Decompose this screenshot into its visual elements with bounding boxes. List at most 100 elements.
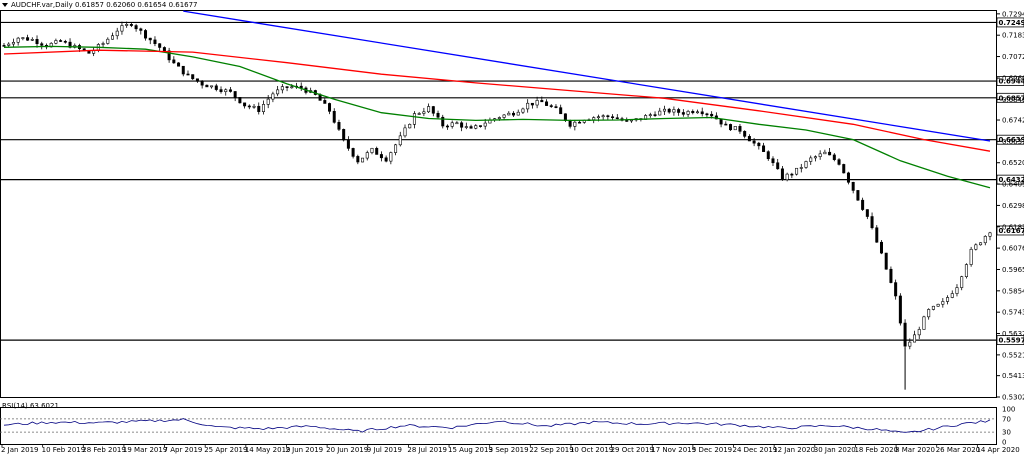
time-tick-label: 7 Apr 2019 bbox=[164, 446, 203, 454]
price-candle bbox=[379, 151, 383, 162]
price-candle bbox=[578, 120, 582, 124]
price-candle bbox=[809, 155, 813, 165]
price-candle bbox=[252, 104, 256, 109]
price-candle bbox=[526, 99, 530, 113]
candle-body bbox=[247, 105, 251, 108]
candle-body bbox=[946, 297, 950, 302]
candle-body bbox=[417, 113, 421, 115]
candle-body bbox=[950, 293, 954, 298]
candle-body bbox=[195, 78, 199, 82]
price-candle bbox=[365, 150, 369, 161]
candle-body bbox=[979, 242, 983, 246]
current-price-box bbox=[996, 225, 1024, 236]
price-candle bbox=[247, 104, 251, 110]
candle-body bbox=[120, 25, 124, 32]
price-tick-label: 0.68490 bbox=[1002, 96, 1024, 104]
candle-body bbox=[238, 97, 242, 104]
price-candle bbox=[351, 147, 355, 159]
candle-body bbox=[559, 107, 563, 115]
current-price-label: 0.61677 bbox=[999, 227, 1024, 235]
candle-body bbox=[54, 40, 58, 44]
moving-averages bbox=[3, 45, 991, 189]
candle-body bbox=[884, 252, 888, 270]
level-price-label: 0.69446 bbox=[999, 78, 1024, 86]
price-candle bbox=[228, 87, 232, 93]
price-candle bbox=[662, 105, 666, 116]
candle-body bbox=[927, 309, 931, 318]
candle-body bbox=[144, 30, 148, 39]
rsi-scale-label: 70 bbox=[1002, 415, 1011, 423]
price-candle bbox=[903, 319, 907, 350]
candle-body bbox=[729, 124, 733, 131]
candle-body bbox=[271, 93, 275, 100]
candle-body bbox=[228, 89, 232, 92]
candle-body bbox=[851, 181, 855, 191]
candle-body bbox=[667, 108, 671, 113]
price-candle bbox=[672, 106, 676, 116]
candle-body bbox=[799, 167, 803, 169]
time-tick-label: 19 Mar 2019 bbox=[123, 446, 167, 454]
price-candle bbox=[106, 37, 110, 45]
rsi-label: RSI(14) 63.6021 bbox=[2, 402, 59, 410]
price-candle bbox=[964, 263, 968, 279]
candle-body bbox=[738, 126, 742, 132]
price-candle bbox=[889, 266, 893, 284]
time-tick-label: 17 Nov 2019 bbox=[651, 446, 696, 454]
price-candle bbox=[502, 114, 506, 120]
price-candle bbox=[832, 153, 836, 162]
candle-body bbox=[842, 164, 846, 174]
price-candle bbox=[818, 150, 822, 160]
price-candle bbox=[752, 137, 756, 147]
trendline-group[interactable] bbox=[183, 10, 991, 142]
candle-body bbox=[191, 74, 195, 80]
price-candle bbox=[516, 109, 520, 116]
price-candle bbox=[785, 172, 789, 182]
price-candle bbox=[828, 148, 832, 156]
candle-body bbox=[445, 125, 449, 128]
candle-body bbox=[361, 157, 365, 163]
price-candle bbox=[611, 114, 615, 120]
candle-body bbox=[474, 125, 478, 129]
candle-body bbox=[16, 37, 20, 43]
candle-body bbox=[516, 111, 520, 116]
candle-body bbox=[337, 122, 341, 130]
price-candle bbox=[139, 27, 143, 35]
price-tick-label: 0.58540 bbox=[1002, 287, 1024, 295]
price-candle bbox=[573, 119, 577, 131]
candle-body bbox=[115, 30, 119, 37]
price-candle bbox=[955, 284, 959, 297]
level-price-box bbox=[996, 335, 1024, 346]
price-candle bbox=[545, 99, 549, 106]
price-candle bbox=[389, 151, 393, 165]
time-tick-label: 5 Dec 2019 bbox=[692, 446, 732, 454]
candle-body bbox=[837, 159, 841, 165]
candle-body bbox=[261, 104, 265, 112]
candle-body bbox=[818, 153, 822, 157]
candle-body bbox=[134, 25, 138, 30]
price-tick-label: 0.61870 bbox=[1002, 223, 1024, 231]
price-candle bbox=[214, 83, 218, 92]
price-candle bbox=[875, 225, 879, 243]
candle-body bbox=[398, 135, 402, 146]
price-candle bbox=[384, 155, 388, 163]
price-candle bbox=[521, 107, 525, 115]
candle-body bbox=[101, 43, 105, 45]
candle-body bbox=[35, 39, 39, 45]
candle-body bbox=[964, 264, 968, 277]
candle-body bbox=[535, 100, 539, 106]
candle-body bbox=[592, 117, 596, 121]
time-tick-label: 18 Feb 2020 bbox=[854, 446, 898, 454]
candle-body bbox=[502, 114, 506, 118]
candle-body bbox=[771, 158, 775, 164]
candle-body bbox=[611, 116, 615, 119]
candle-body bbox=[832, 154, 836, 160]
price-candle bbox=[73, 43, 77, 49]
candle-body bbox=[757, 142, 761, 147]
time-tick-label: 3 Sep 2019 bbox=[489, 446, 529, 454]
candle-body bbox=[11, 41, 15, 45]
dropdown-triangle-icon[interactable] bbox=[2, 3, 8, 7]
price-candle bbox=[257, 102, 261, 115]
price-tick-label: 0.64090 bbox=[1002, 181, 1024, 189]
